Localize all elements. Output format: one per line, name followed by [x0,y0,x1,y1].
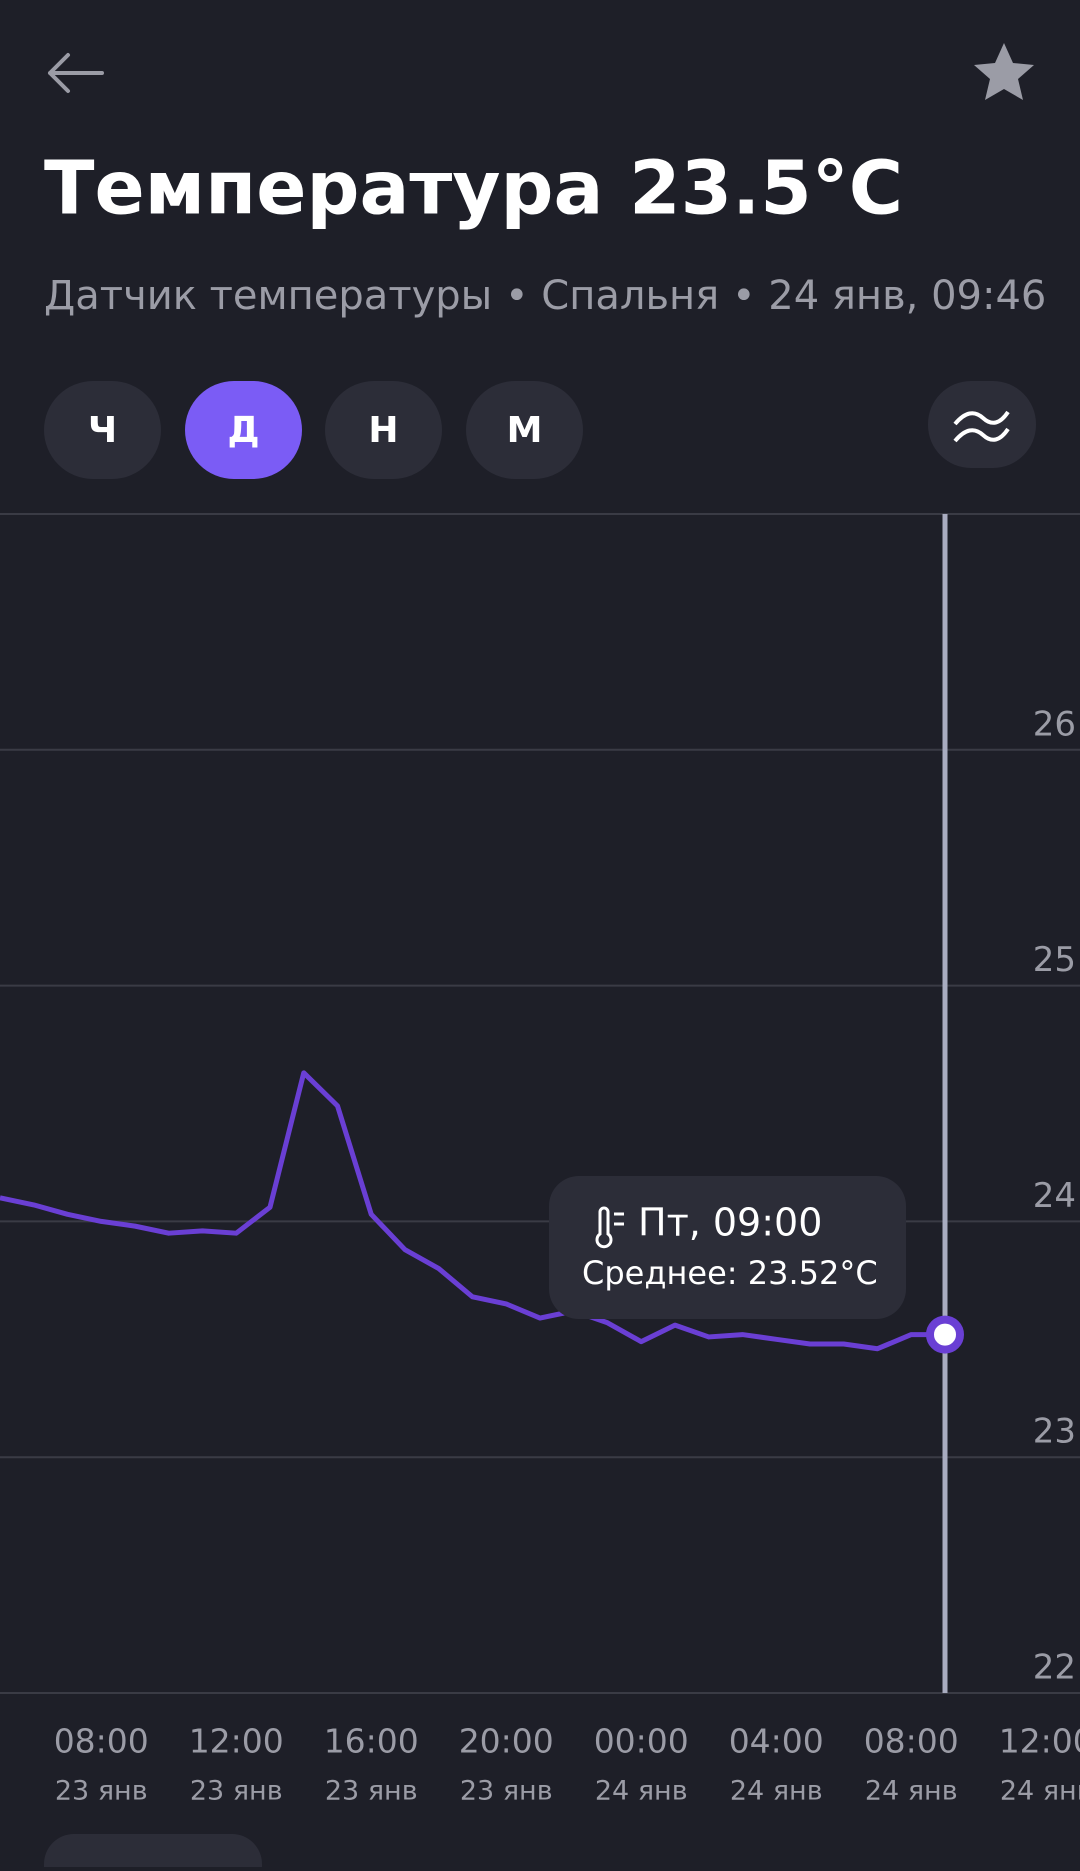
compare-icon [953,410,1010,443]
back-button[interactable] [48,53,104,93]
y-tick-label: 24 [1033,1176,1076,1216]
favorite-star[interactable] [974,43,1034,100]
title: Температура 23.5°C [44,146,903,232]
tab-label: Д [227,410,259,451]
tab-button[interactable] [185,381,302,479]
subtitle: Датчик температуры • Спальня • 24 янв, 0… [44,273,1046,319]
x-tick-date: 24 янв [730,1776,823,1807]
x-tick-date: 24 янв [1000,1776,1080,1807]
compare-button[interactable] [928,381,1036,468]
x-tick-date: 24 янв [595,1776,688,1807]
x-tick-date: 24 янв [865,1776,958,1807]
tab-label: Ч [88,410,117,451]
x-tick-label: 08:00 [864,1722,959,1761]
tooltip-average: Среднее: 23.52°C [582,1254,878,1292]
x-tick-label: 04:00 [729,1722,824,1761]
temperature-line [0,1070,945,1352]
x-tick-label: 08:00 [54,1722,149,1761]
tab-button[interactable] [466,381,583,479]
y-tick-label: 22 [1033,1648,1076,1688]
x-tick-date: 23 янв [460,1776,553,1807]
x-tick-label: 16:00 [324,1722,419,1761]
thermometer-icon [595,1206,624,1249]
tab-button[interactable] [325,381,442,479]
x-tick-label: 20:00 [459,1722,554,1761]
x-tick-date: 23 янв [55,1776,148,1807]
tooltip [549,1176,906,1319]
tab-label: Н [368,410,398,451]
bottom-button[interactable] [44,1834,262,1871]
selected-point[interactable] [926,1315,964,1354]
x-tick-label: 00:00 [594,1722,689,1761]
y-tick-label: 23 [1033,1412,1076,1452]
y-tick-label: 26 [1033,704,1076,744]
y-tick-label: 25 [1033,940,1076,980]
tooltip-time: Пт, 09:00 [638,1201,822,1245]
x-tick-label: 12:00 [189,1722,284,1761]
x-tick-date: 23 янв [325,1776,418,1807]
tab-button[interactable] [44,381,161,479]
x-tick-date: 23 янв [190,1776,283,1807]
x-tick-label: 12:00 [999,1722,1080,1761]
tab-label: М [507,410,543,451]
